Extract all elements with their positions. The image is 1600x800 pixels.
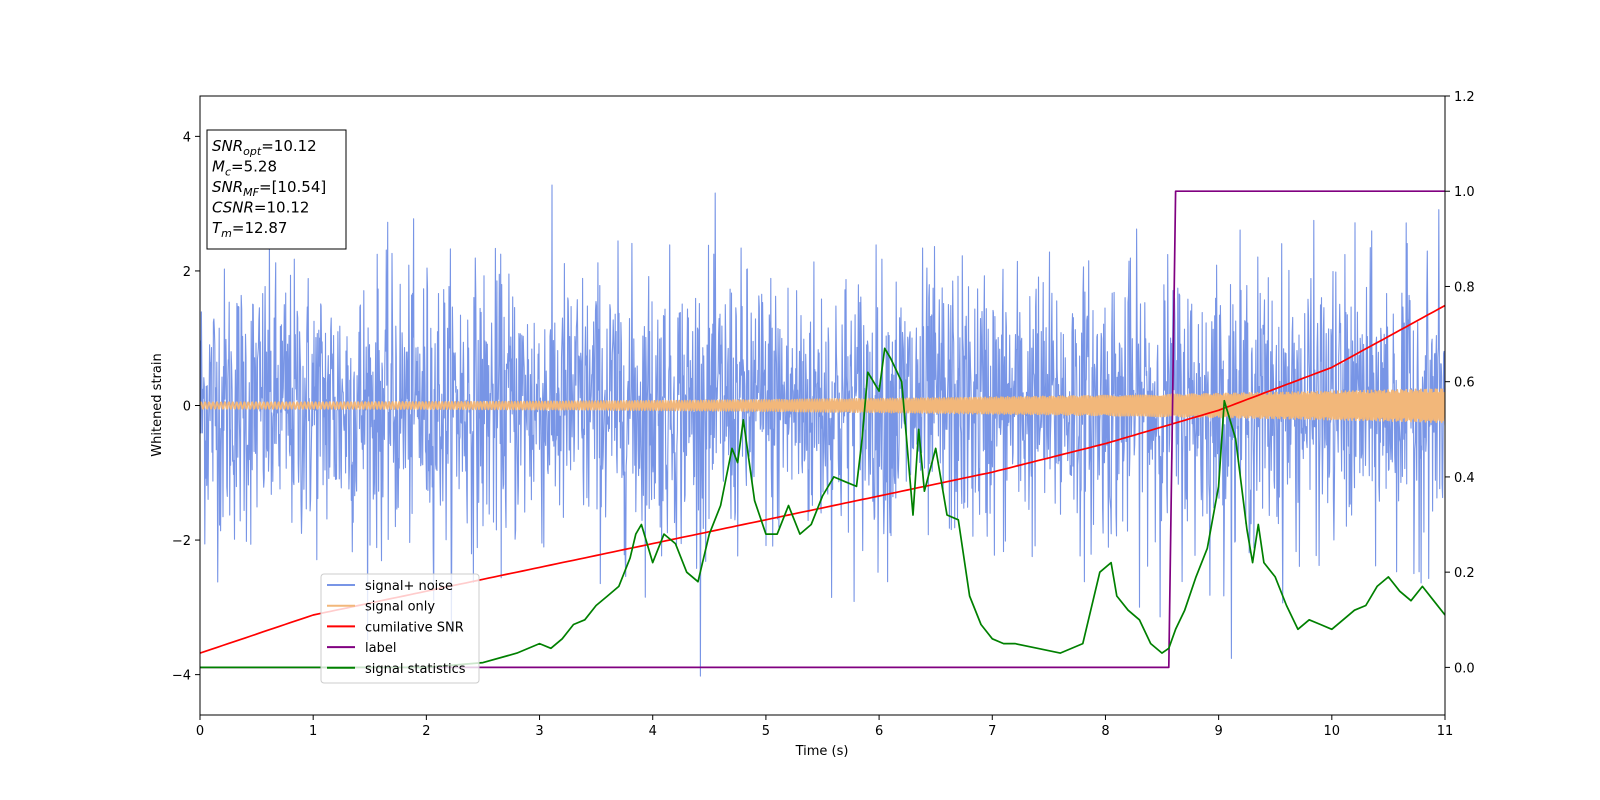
x-tick-label: 6 — [875, 724, 883, 739]
y-tick-label: 2 — [183, 265, 191, 280]
info-line: Tm=12.87 — [212, 219, 287, 240]
x-tick-label: 8 — [1101, 724, 1109, 739]
series-line-signal-statistics — [200, 347, 1445, 669]
x-tick-label: 5 — [762, 724, 770, 739]
x-tick-label: 3 — [535, 724, 543, 739]
y2-tick-label: 0.2 — [1454, 566, 1475, 581]
y2-axis-ticks: 1.2 1.0 0.8 0.6 0.4 0.2 0.0 — [1445, 90, 1475, 676]
series-line-signal-noise — [200, 184, 1445, 677]
legend-label: label — [365, 641, 396, 656]
y2-tick-label: 0.6 — [1454, 376, 1475, 391]
y-tick-label: −4 — [172, 669, 191, 684]
x-tick-label: 7 — [988, 724, 996, 739]
x-tick-label: 11 — [1437, 724, 1454, 739]
x-tick-label: 9 — [1214, 724, 1222, 739]
y-tick-label: 0 — [183, 400, 191, 415]
x-tick-label: 4 — [649, 724, 657, 739]
y2-tick-label: 0.8 — [1454, 280, 1475, 295]
legend: signal+ noise signal only cumilative SNR la… — [320, 573, 480, 684]
info-box: SNRopt=10.12Mc=5.28SNRMF=[10.54]CSNR=10.… — [206, 129, 347, 250]
x-tick-label: 1 — [309, 724, 317, 739]
x-axis-label: Time (s) — [795, 744, 849, 759]
info-line: Mc=5.28 — [212, 158, 277, 179]
y-axis-ticks: 4 2 0 −2 −4 — [172, 130, 200, 684]
series-line-signal-only — [200, 388, 1445, 424]
y2-tick-label: 1.2 — [1454, 90, 1475, 105]
y2-tick-label: 1.0 — [1454, 185, 1475, 200]
legend-label: signal statistics — [365, 662, 466, 677]
info-line: SNRMF=[10.54] — [212, 178, 326, 199]
legend-label: cumilative SNR — [365, 620, 464, 635]
legend-label: signal only — [365, 600, 435, 615]
y-axis-label: Whitened strain — [150, 353, 165, 456]
y2-tick-label: 0.0 — [1454, 661, 1475, 676]
x-axis-ticks: 0 1 2 3 4 5 6 7 8 9 10 11 — [196, 715, 1453, 739]
info-line: CSNR=10.12 — [212, 199, 309, 217]
y-tick-label: 4 — [183, 130, 191, 145]
info-line: SNRopt=10.12 — [212, 137, 317, 158]
series-line-label — [200, 190, 1445, 669]
y-tick-label: −2 — [172, 534, 191, 549]
legend-label: signal+ noise — [365, 579, 453, 594]
y2-tick-label: 0.4 — [1454, 471, 1475, 486]
x-tick-label: 0 — [196, 724, 204, 739]
x-tick-label: 2 — [422, 724, 430, 739]
x-tick-label: 10 — [1324, 724, 1341, 739]
